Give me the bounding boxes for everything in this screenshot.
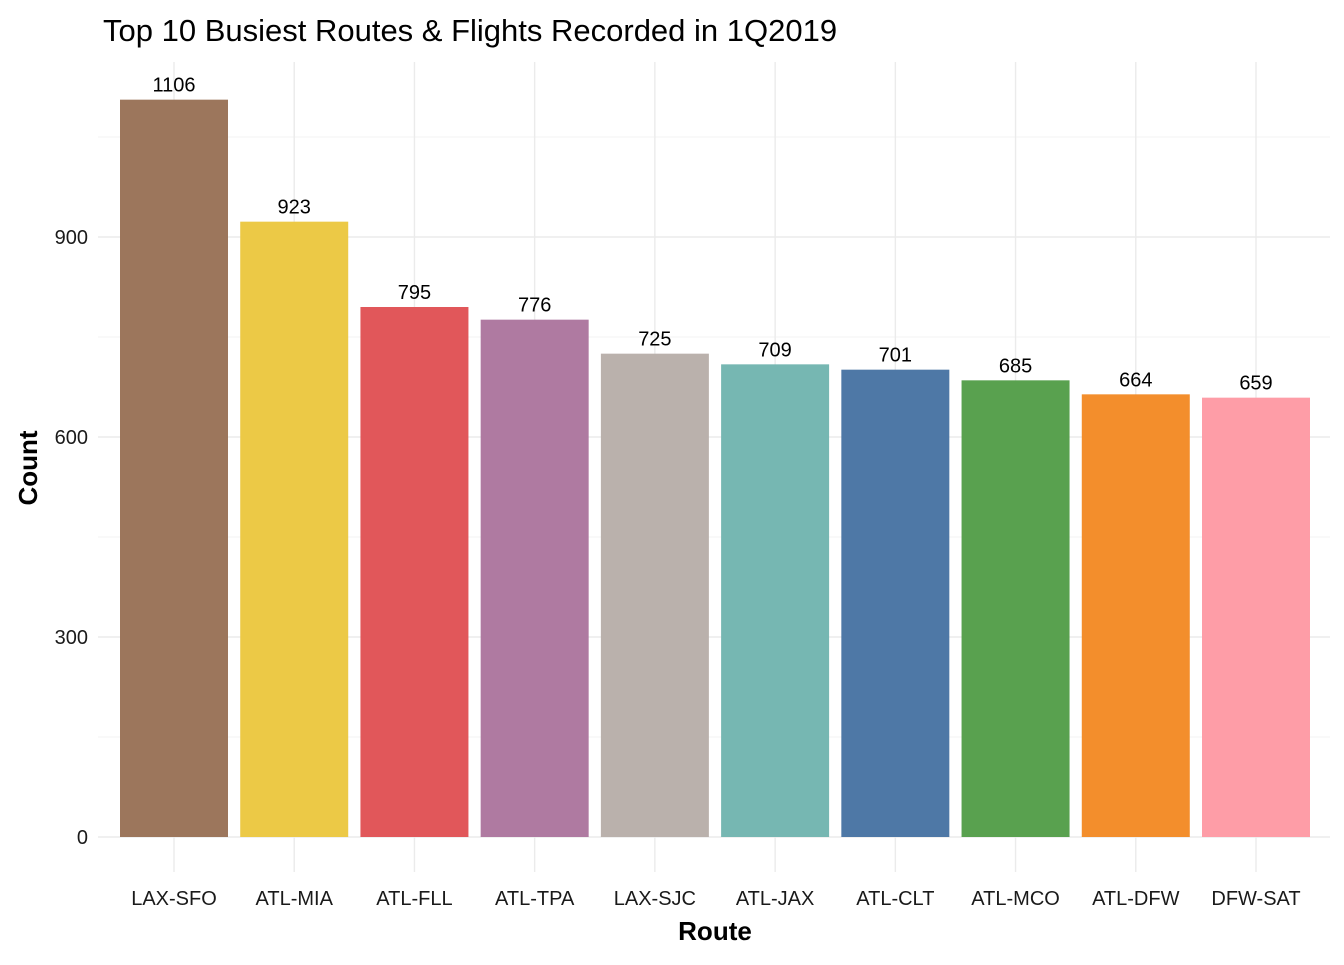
- axis-layer: LAX-SFO ATL-MIA ATL-FLL ATL-TPA LAX-SJC ATL-J…: [55, 227, 1301, 910]
- bar-value-label: 701: [879, 345, 912, 367]
- bar-value-label: 1106: [152, 75, 195, 97]
- y-tick-label: 300: [55, 627, 88, 649]
- bar-value-label: 664: [1119, 369, 1152, 391]
- x-tick-label: LAX-SFO: [131, 888, 217, 910]
- x-tick-label: ATL-CLT: [856, 888, 934, 910]
- bar: [120, 99, 228, 837]
- y-axis-title: Count: [13, 430, 43, 505]
- bar: [1081, 394, 1190, 837]
- bar-value-label: 659: [1239, 373, 1272, 395]
- x-tick-label: ATL-MCO: [971, 888, 1060, 910]
- bar: [600, 353, 709, 837]
- bar-value-label: 725: [638, 329, 671, 351]
- value-labels-layer: 1106 923 795 776 725 709 701 685 664 659: [152, 75, 1272, 395]
- x-axis-title: Route: [678, 916, 752, 946]
- bar-value-label: 923: [278, 197, 311, 219]
- bar: [480, 319, 589, 838]
- y-tick-label: 900: [55, 227, 88, 249]
- bar: [961, 380, 1070, 837]
- bar: [360, 307, 469, 837]
- bar: [240, 221, 349, 837]
- y-tick-label: 600: [55, 427, 88, 449]
- bar: [1202, 397, 1310, 837]
- bar: [721, 364, 830, 837]
- x-tick-label: LAX-SJC: [614, 888, 696, 910]
- bar: [841, 369, 950, 837]
- bar-value-label: 709: [758, 339, 791, 361]
- x-tick-label: ATL-JAX: [736, 888, 815, 910]
- chart-title: Top 10 Busiest Routes & Flights Recorded…: [103, 13, 837, 48]
- bars-layer: [120, 99, 1310, 838]
- bar-value-label: 685: [999, 355, 1032, 377]
- x-tick-label: ATL-MIA: [256, 888, 334, 910]
- x-tick-label: DFW-SAT: [1211, 888, 1300, 910]
- x-tick-label: ATL-TPA: [495, 888, 575, 910]
- bar-value-label: 795: [398, 282, 431, 304]
- bar-value-label: 776: [518, 295, 551, 317]
- x-tick-label: ATL-DFW: [1092, 888, 1180, 910]
- x-tick-label: ATL-FLL: [376, 888, 452, 910]
- y-tick-label: 0: [77, 827, 88, 849]
